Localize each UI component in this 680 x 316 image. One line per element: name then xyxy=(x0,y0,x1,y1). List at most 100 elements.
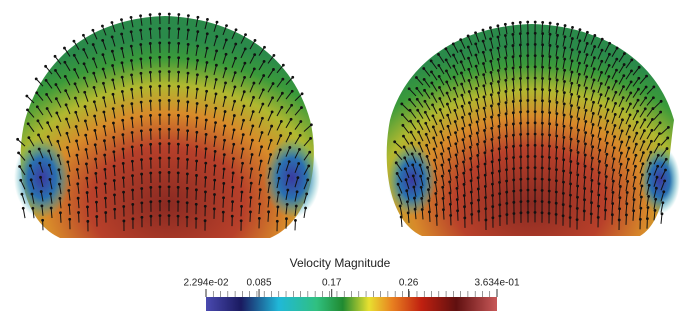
arrow-head xyxy=(139,14,142,17)
arrow-head xyxy=(643,118,646,121)
arrow-head xyxy=(418,153,421,156)
arrow-head xyxy=(56,126,59,129)
arrow-head xyxy=(259,188,262,191)
arrow-head xyxy=(205,104,208,107)
arrow-head xyxy=(467,46,470,49)
arrow-head xyxy=(512,55,515,58)
arrow-head xyxy=(196,116,199,119)
arrow-head xyxy=(569,160,572,163)
arrow xyxy=(556,136,557,146)
colorbar-title: Velocity Magnitude xyxy=(290,256,391,270)
arrow-head xyxy=(468,112,471,115)
arrow-head xyxy=(47,135,50,138)
arrow-head xyxy=(186,173,189,176)
arrow-head xyxy=(504,90,507,93)
arrow xyxy=(520,67,521,77)
arrow-head xyxy=(73,54,76,57)
arrow-head xyxy=(619,196,622,199)
arrow-head xyxy=(593,67,596,70)
arrow-head xyxy=(82,48,85,51)
arrow-head xyxy=(158,128,161,131)
arrow-head xyxy=(112,122,115,125)
arrow-head xyxy=(409,120,412,123)
arrow-head xyxy=(419,175,422,178)
arrow-head xyxy=(526,65,529,68)
arrow-head xyxy=(615,80,618,83)
arrow-head xyxy=(456,187,459,190)
arrow-head xyxy=(215,93,218,96)
arrow-head xyxy=(149,172,152,175)
arrow-head xyxy=(651,118,654,121)
tick-label: 0.085 xyxy=(247,278,272,289)
arrow-head xyxy=(149,13,152,16)
arrow-head xyxy=(526,77,529,80)
arrow-head xyxy=(563,136,566,139)
arrow-head xyxy=(187,72,190,75)
arrow-head xyxy=(613,135,616,138)
arrow-head xyxy=(76,182,79,185)
arrow-head xyxy=(579,28,582,31)
arrow-head xyxy=(186,187,189,190)
arrow-head xyxy=(630,69,633,72)
arrow-head xyxy=(441,175,444,178)
arrow-head xyxy=(421,208,424,211)
arrow-head xyxy=(84,105,87,108)
arrow-head xyxy=(196,30,199,33)
arrow-head xyxy=(496,24,499,27)
arrow-head xyxy=(411,153,414,156)
arrow-head xyxy=(650,140,653,143)
arrow-head xyxy=(27,136,30,139)
arrow-head xyxy=(577,129,580,132)
arrow-head xyxy=(613,146,616,149)
arrow-head xyxy=(468,79,471,82)
arrow-head xyxy=(131,117,134,120)
arrow-head xyxy=(258,217,261,220)
arrow-head xyxy=(519,155,522,158)
arrow-head xyxy=(534,99,537,102)
arrow-head xyxy=(433,148,436,151)
arrow-head xyxy=(577,151,580,154)
arrow-head xyxy=(614,124,617,127)
arrow-head xyxy=(222,182,225,185)
arrow-head xyxy=(541,77,544,80)
arrow-head xyxy=(168,41,171,44)
arrow-head xyxy=(253,53,256,56)
arrow-head xyxy=(168,200,171,203)
arrow-head xyxy=(92,43,95,46)
arrow-head xyxy=(534,133,537,136)
arrow-head xyxy=(519,111,522,114)
arrow-head xyxy=(187,14,190,17)
arrow-head xyxy=(67,189,70,192)
arrow-head xyxy=(270,139,273,142)
arrow-head xyxy=(642,151,645,154)
arrow-head xyxy=(84,119,87,122)
arrow-head xyxy=(425,144,428,147)
arrow-head xyxy=(505,101,508,104)
arrow-head xyxy=(571,26,574,29)
arrow-head xyxy=(288,146,291,149)
arrow xyxy=(196,161,197,171)
arrow-head xyxy=(541,88,544,91)
arrow-head xyxy=(205,119,208,122)
arrow-head xyxy=(578,73,581,76)
arrow-head xyxy=(663,179,666,182)
arrow-head xyxy=(273,54,276,57)
arrow-head xyxy=(232,172,235,175)
arrow-head xyxy=(526,121,529,124)
arrow-head xyxy=(578,39,581,42)
arrow-head xyxy=(600,82,603,85)
arrow-head xyxy=(629,114,632,117)
arrow-head xyxy=(297,162,300,165)
arrow-head xyxy=(420,197,423,200)
arrow xyxy=(570,173,571,183)
arrow-head xyxy=(548,190,551,193)
arrow-head xyxy=(270,125,273,128)
arrow xyxy=(114,180,115,190)
arrow-head xyxy=(556,56,559,59)
arrow-head xyxy=(469,168,472,171)
tick-label: 2.294e-02 xyxy=(183,278,228,289)
arrow-head xyxy=(300,106,303,109)
arrow-head xyxy=(112,93,115,96)
arrow-head xyxy=(606,120,609,123)
arrow-head xyxy=(177,85,180,88)
